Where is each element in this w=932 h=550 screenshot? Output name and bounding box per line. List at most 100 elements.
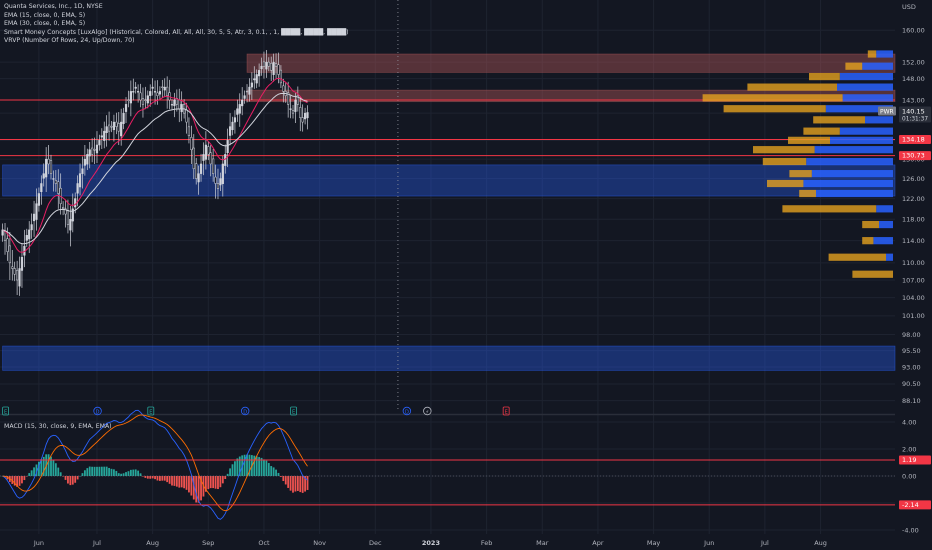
macd-histogram-bar [171, 476, 173, 486]
candle-body [57, 181, 60, 194]
vp-down-bar [767, 179, 804, 188]
candle-body [219, 178, 222, 186]
candle-body [163, 86, 166, 91]
macd-histogram-bar [122, 473, 125, 476]
candle-body [301, 117, 304, 123]
vp-up-bar [865, 116, 893, 124]
smc-zones [2, 53, 896, 371]
candle-body [137, 91, 140, 93]
macd-histogram-bar [296, 476, 299, 491]
macd-histogram-bar [200, 476, 202, 501]
candle-body [253, 78, 256, 81]
macd-histogram-bar [272, 467, 275, 476]
macd-histogram-bar [188, 476, 190, 493]
price-value-bg [899, 106, 931, 123]
y-tick-label: 110.00 [902, 259, 925, 267]
macd-histogram-bar [42, 456, 45, 476]
macd-histogram-bar [183, 476, 185, 489]
macd-histogram-bar [304, 476, 306, 492]
macd-histogram-bar [33, 467, 35, 476]
candles [1, 49, 309, 296]
chart-legend: Quanta Services, Inc., 1D, NYSE EMA (15,… [4, 3, 349, 46]
vp-up-bar [879, 220, 893, 229]
y-tick-label: 152.00 [902, 58, 925, 66]
candle-body [190, 137, 193, 150]
candle-body [120, 121, 123, 137]
badge-bg [899, 455, 931, 465]
vp-down-bar [803, 127, 840, 135]
macd-histogram-bar [18, 476, 21, 486]
macd-histogram-bar [79, 475, 81, 477]
x-tick-label: May [647, 539, 661, 547]
y-tick-label: 95.50 [902, 347, 921, 355]
vp-up-bar [806, 157, 893, 166]
marker-circle [93, 406, 102, 416]
macd-histogram-bar [50, 456, 52, 476]
vp-down-bar [845, 62, 863, 70]
badge-text: 1.19 [902, 456, 916, 464]
macd-histogram-bar [91, 466, 94, 476]
macd-histogram-bar [234, 461, 236, 476]
candle-body [25, 234, 28, 241]
macd-histogram-bar [168, 476, 171, 484]
legend-vrvp[interactable]: VRVP (Number Of Rows, 24, Up/Down, 70) [4, 37, 135, 45]
candle-body [258, 70, 261, 77]
macd-histogram-bar [221, 476, 224, 484]
vp-up-bar [830, 136, 893, 144]
legend-ema-fast[interactable]: EMA (15, close, 0, EMA, 5) [4, 11, 86, 19]
macd-histogram-bar [74, 476, 77, 483]
candle-body [88, 149, 91, 157]
legend-symbol[interactable]: Quanta Services, Inc., 1D, NYSE [4, 3, 103, 10]
badge-text: 134.18 [902, 136, 925, 144]
candle-body [76, 183, 79, 194]
macd-histogram-bar [156, 476, 159, 481]
candle-body [197, 173, 200, 183]
y-tick-label: 126.00 [902, 175, 925, 183]
price-symbol-bg [878, 106, 896, 116]
macd-histogram-bar [253, 455, 256, 476]
macd-histogram-bar [236, 458, 239, 476]
marker-label: D [405, 409, 409, 415]
macd-histogram-bar [149, 476, 152, 479]
macd-histogram-bar [154, 476, 156, 480]
macd-histogram-bar [93, 466, 96, 476]
x-tick-label: Jul [760, 539, 769, 547]
candle-body [180, 104, 183, 113]
macd-line [2, 409, 308, 520]
macd-histogram-bar [108, 467, 110, 476]
macd-histogram-bar [277, 472, 280, 476]
zone-demand-2 [2, 164, 896, 197]
candle-body [158, 91, 162, 95]
vp-down-bar [862, 220, 879, 229]
macd-histogram-bar [69, 476, 72, 486]
macd-histogram-bar [229, 468, 231, 476]
candle-body [35, 203, 38, 220]
macd-histogram-bar [284, 476, 287, 485]
macd-y-tick-label: 4.00 [902, 418, 916, 426]
macd-histogram-bar [299, 476, 302, 493]
candle-body [272, 61, 275, 75]
candle-body [81, 168, 84, 174]
candle-body [277, 64, 280, 75]
candle-body [166, 86, 169, 96]
candle-body [228, 126, 232, 136]
macd-histogram-bar [287, 476, 290, 488]
macd-histogram-bar [113, 469, 115, 476]
candle-body [156, 92, 159, 96]
vp-up-bar [837, 83, 893, 91]
badge-bg [899, 500, 931, 510]
candle-body [37, 193, 40, 206]
legend-ema-slow[interactable]: EMA (30, close, 0, EMA, 5) [4, 20, 86, 28]
y-tick-label: 160.00 [902, 27, 925, 35]
candle-body [214, 176, 217, 184]
macd-histogram-bar [105, 466, 108, 476]
y-tick-label: 148.00 [902, 75, 925, 83]
macd-legend[interactable]: MACD (15, 30, close, 9, EMA, EMA) [4, 423, 112, 430]
legend-smc[interactable]: Smart Money Concepts [LuxAlgo] (Historic… [4, 28, 349, 36]
macd-histogram-bar [129, 469, 132, 476]
candle-body [20, 256, 24, 271]
candle-body [91, 147, 94, 155]
candle-body [127, 99, 130, 101]
